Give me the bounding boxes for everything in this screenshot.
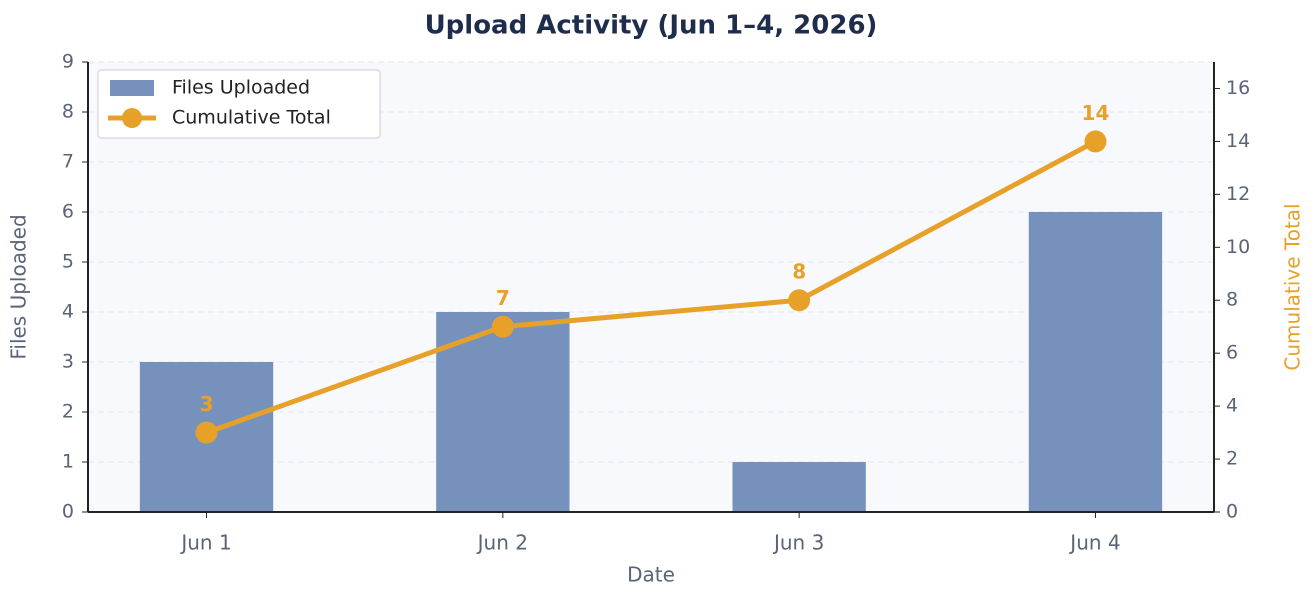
bar <box>732 462 866 512</box>
legend-label: Cumulative Total <box>172 107 331 129</box>
line-point <box>788 289 811 312</box>
y2-axis-label: Cumulative Total <box>1281 203 1305 370</box>
y-tick-label: 3 <box>62 351 74 373</box>
x-tick-label: Jun 3 <box>772 531 824 555</box>
y-tick-label: 4 <box>62 301 74 323</box>
x-tick-label: Jun 2 <box>476 531 528 555</box>
y-tick-label: 1 <box>62 451 74 473</box>
y2-tick-label: 6 <box>1226 342 1238 364</box>
data-label: 3 <box>200 392 214 416</box>
line-point <box>195 421 218 444</box>
legend-label: Files Uploaded <box>172 77 310 99</box>
y-tick-label: 2 <box>62 401 74 423</box>
x-tick-label: Jun 1 <box>179 531 231 555</box>
x-tick-label: Jun 4 <box>1068 531 1120 555</box>
y2-tick-label: 16 <box>1226 77 1250 99</box>
y-tick-label: 8 <box>62 101 74 123</box>
y2-tick-label: 14 <box>1226 130 1250 152</box>
y-tick-label: 9 <box>62 51 74 73</box>
y2-tick-label: 0 <box>1226 501 1238 523</box>
y2-tick-label: 2 <box>1226 448 1238 470</box>
y-tick-label: 6 <box>62 201 74 223</box>
y2-tick-label: 12 <box>1226 183 1250 205</box>
y-tick-label: 7 <box>62 151 74 173</box>
bar <box>1028 212 1163 512</box>
y2-tick-label: 10 <box>1226 236 1250 258</box>
y2-tick-label: 8 <box>1226 289 1238 311</box>
data-label: 14 <box>1082 101 1110 125</box>
x-axis-label: Date <box>627 563 675 587</box>
chart-title: Upload Activity (Jun 1–4, 2026) <box>425 11 878 41</box>
data-label: 8 <box>792 260 806 284</box>
y-axis-label: Files Uploaded <box>7 214 31 359</box>
data-label: 7 <box>496 286 510 310</box>
legend-swatch <box>110 80 154 96</box>
line-point <box>1084 130 1107 153</box>
y-tick-label: 5 <box>62 251 74 273</box>
line-point <box>491 315 514 338</box>
legend-box <box>97 69 381 139</box>
y-tick-label: 0 <box>62 501 74 523</box>
legend-swatch <box>122 108 142 128</box>
bar <box>436 312 570 512</box>
line <box>205 139 1097 435</box>
y2-tick-label: 4 <box>1226 395 1238 417</box>
